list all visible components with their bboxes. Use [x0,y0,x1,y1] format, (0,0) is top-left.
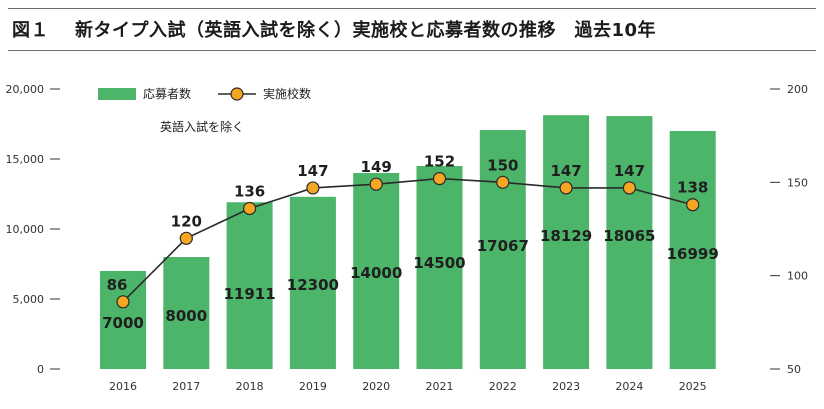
bars-group [100,115,716,369]
x-tick-label: 2023 [552,380,580,393]
bar-2023 [543,115,590,369]
left-axis: 0 5,000 10,000 15,000 20,000 [6,83,60,376]
schools-value-label: 147 [297,162,328,180]
left-tick-label: 15,000 [6,153,45,166]
x-tick-label: 2019 [299,380,327,393]
schools-value-label: 152 [424,153,455,171]
schools-point-2021 [432,172,447,186]
schools-value-label: 149 [361,158,392,176]
right-tick-label: 100 [787,270,808,283]
x-tick-label: 2021 [426,380,454,393]
bar-value-label: 14500 [413,254,465,272]
schools-value-label: 136 [234,182,265,200]
schools-point-2023 [559,181,573,195]
chart-title: 図１ 新タイプ入試（英語入試を除く）実施校と応募者数の推移 過去10年 [12,16,656,42]
legend-bar-swatch [98,88,136,100]
left-tick-label: 5,000 [13,293,45,306]
figure-number: 図１ [12,20,49,41]
bar-2019 [289,196,336,369]
right-axis: 50 100 150 200 [770,83,808,376]
bar-2018 [226,202,273,369]
x-tick-label: 2024 [615,380,643,393]
right-tick-label: 50 [787,363,801,376]
bar-2017 [163,257,210,369]
schools-value-label: 86 [107,276,128,294]
schools-point-2025 [686,198,700,212]
schools-point-2019 [306,181,320,195]
left-tick-label: 20,000 [6,83,45,96]
schools-value-label: 120 [171,212,202,230]
bar-value-label: 14000 [350,264,402,282]
bar-value-label: 18065 [603,227,655,245]
legend-bar-label: 応募者数 [143,86,191,101]
x-axis: 2016 2017 2018 2019 2020 2021 2022 2023 2024 2025 [109,380,707,393]
x-tick-label: 2020 [362,380,390,393]
bar-2021 [416,166,463,369]
figure-title: 新タイプ入試（英語入試を除く）実施校と応募者数の推移 過去10年 [75,20,657,41]
x-tick-label: 2017 [172,380,200,393]
schools-value-label: 150 [487,156,518,174]
bar-value-label: 18129 [540,227,592,245]
bar-value-label: 16999 [667,245,719,263]
left-tick-label: 10,000 [6,223,45,236]
x-tick-label: 2016 [109,380,137,393]
title-rule [8,50,816,51]
schools-value-label: 147 [550,162,581,180]
bar-2020 [353,173,400,369]
legend-line-marker [230,87,244,101]
schools-line-group: 86 120 136 147 149 152 150 147 147 138 [107,153,708,309]
legend-line-label: 実施校数 [263,86,311,101]
schools-point-2022 [496,175,510,189]
right-tick-label: 200 [787,83,808,96]
left-tick-label: 0 [37,363,44,376]
chart-annotation: 英語入試を除く [160,119,244,134]
schools-value-label: 138 [677,179,708,197]
x-tick-label: 2018 [236,380,264,393]
schools-point-2018 [243,201,257,216]
bar-2025 [669,131,716,369]
schools-line [122,177,693,303]
legend: 応募者数 実施校数 [98,86,311,101]
schools-point-2016 [116,295,130,309]
bar-value-label: 17067 [477,237,529,255]
schools-value-label: 147 [614,162,645,180]
schools-point-2024 [622,181,637,195]
right-tick-label: 150 [787,176,808,189]
bar-2024 [606,116,653,369]
bar-value-labels: 7000 8000 11911 12300 14000 14500 17067 18129 18… [102,227,719,332]
bar-value-label: 12300 [287,276,339,294]
bar-value-label: 8000 [165,307,207,325]
bar-2022 [479,130,526,369]
x-tick-label: 2025 [679,380,707,393]
top-rule [8,8,816,9]
schools-point-2017 [179,231,193,245]
x-tick-label: 2022 [489,380,517,393]
bar-value-label: 11911 [224,285,276,303]
schools-point-2020 [369,177,383,191]
bar-value-label: 7000 [102,314,144,332]
